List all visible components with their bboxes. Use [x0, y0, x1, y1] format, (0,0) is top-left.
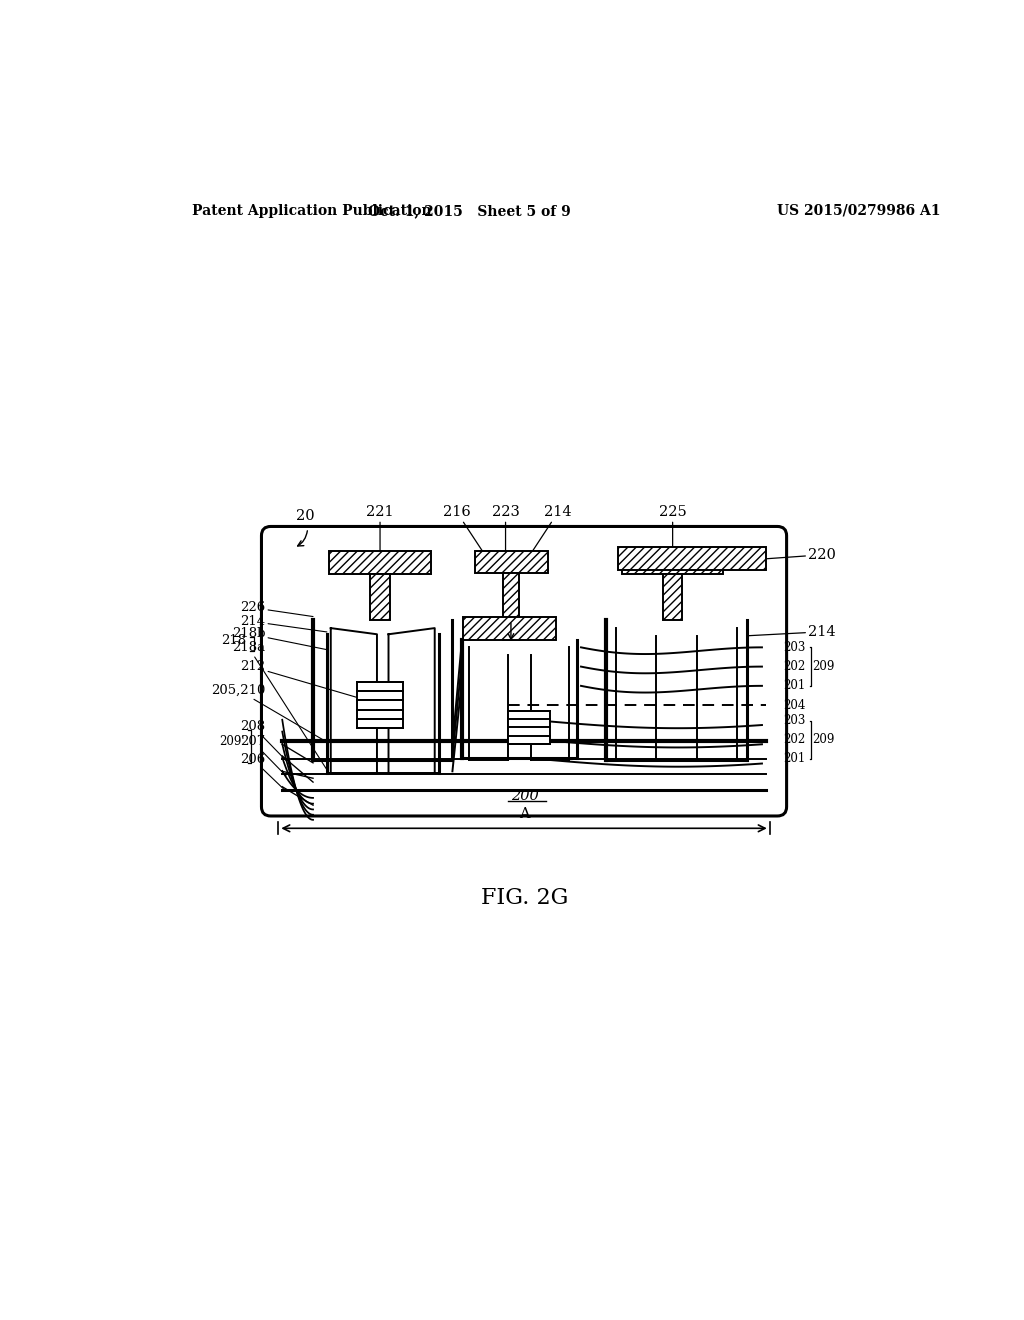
Bar [463, 616, 556, 640]
Text: 208: 208 [241, 719, 286, 760]
Text: 202: 202 [783, 733, 806, 746]
Text: 220: 220 [766, 548, 836, 562]
Text: 207: 207 [240, 735, 286, 776]
Text: 221: 221 [367, 506, 394, 552]
Text: 218: 218 [221, 634, 246, 647]
Text: 200: 200 [511, 789, 539, 803]
Bar [357, 682, 403, 729]
Text: 203: 203 [783, 640, 806, 653]
Text: Patent Application Publication: Patent Application Publication [193, 203, 432, 218]
Bar [475, 552, 548, 573]
Bar [453, 636, 462, 741]
Text: 216: 216 [443, 506, 482, 552]
Text: 202: 202 [783, 660, 806, 673]
Text: 225: 225 [658, 506, 686, 552]
Text: 214: 214 [532, 506, 571, 552]
Bar [617, 548, 766, 570]
Text: 223: 223 [492, 506, 519, 552]
Bar [622, 552, 724, 574]
Text: 214: 214 [241, 615, 327, 632]
Text: 201: 201 [783, 752, 806, 766]
Text: 203: 203 [783, 714, 806, 727]
Text: Oct. 1, 2015   Sheet 5 of 9: Oct. 1, 2015 Sheet 5 of 9 [368, 203, 570, 218]
Text: 209': 209' [219, 735, 245, 748]
Bar [508, 711, 550, 743]
Bar [330, 552, 431, 574]
Text: 226: 226 [240, 601, 313, 616]
Text: A: A [519, 808, 529, 821]
Text: 209: 209 [812, 733, 835, 746]
Text: 204: 204 [783, 698, 806, 711]
Text: 209: 209 [812, 660, 835, 673]
Text: 218b: 218b [231, 627, 327, 649]
Text: 214: 214 [746, 624, 836, 639]
Text: US 2015/0279986 A1: US 2015/0279986 A1 [777, 203, 941, 218]
Text: 218a: 218a [232, 642, 327, 770]
Text: 205,210: 205,210 [211, 684, 327, 742]
FancyBboxPatch shape [261, 527, 786, 816]
Bar [370, 574, 390, 620]
Bar [503, 573, 518, 640]
Bar [664, 574, 682, 620]
Text: 212: 212 [241, 660, 357, 697]
Text: 201: 201 [783, 680, 806, 693]
Text: 20: 20 [296, 510, 314, 523]
Text: 206: 206 [240, 752, 286, 792]
Text: FIG. 2G: FIG. 2G [481, 887, 568, 908]
